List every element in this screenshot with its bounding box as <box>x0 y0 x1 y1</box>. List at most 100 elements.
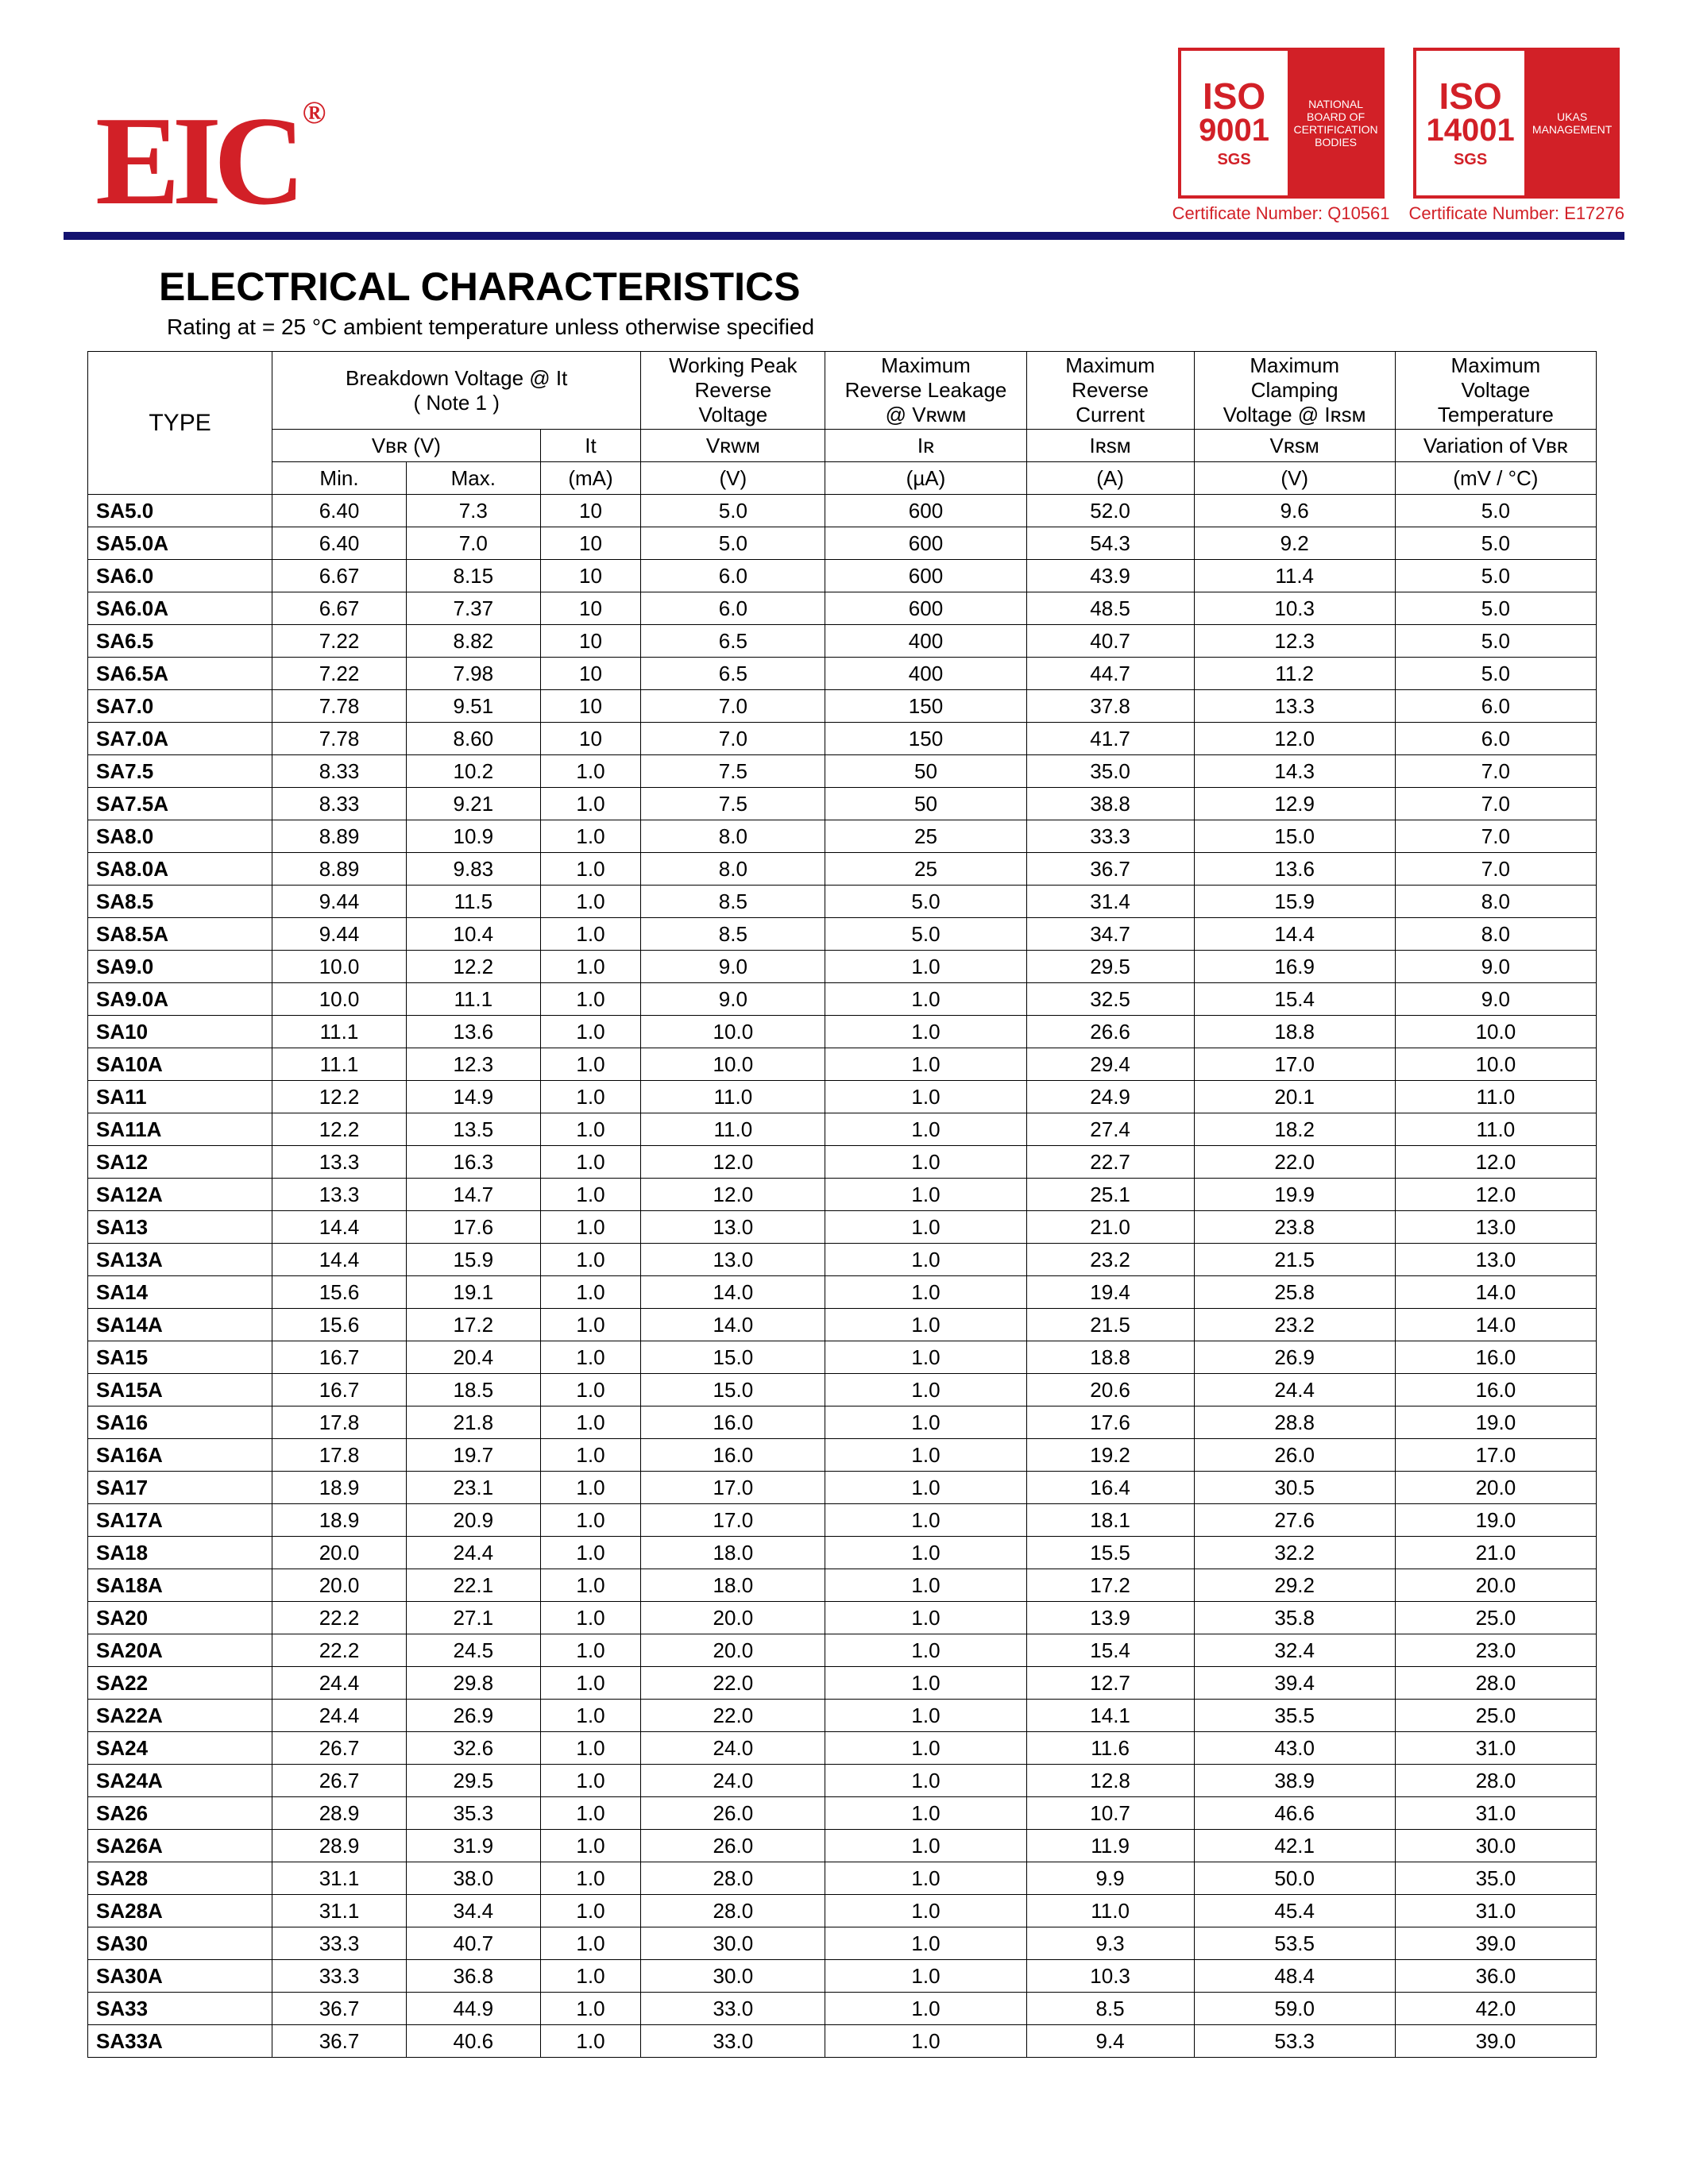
value-cell: 1.0 <box>825 1504 1026 1537</box>
value-cell: 32.4 <box>1194 1634 1395 1667</box>
value-cell: 10.0 <box>1395 1048 1596 1081</box>
value-cell: 39.0 <box>1395 2025 1596 2058</box>
hdr-ua: (µA) <box>825 462 1026 495</box>
hdr-max: Max. <box>406 462 540 495</box>
value-cell: 14.0 <box>1395 1276 1596 1309</box>
type-cell: SA12A <box>88 1179 272 1211</box>
table-row: SA1718.923.11.017.01.016.430.520.0 <box>88 1472 1597 1504</box>
iso-label: ISO <box>1439 78 1501 114</box>
value-cell: 28.9 <box>272 1830 407 1862</box>
hdr-mr3: Current <box>1076 403 1145 426</box>
hdr-max-clamp: Maximum Clamping Voltage @ Iʀsᴍ <box>1194 352 1395 430</box>
value-cell: 15.6 <box>272 1309 407 1341</box>
value-cell: 25 <box>825 820 1026 853</box>
type-cell: SA16A <box>88 1439 272 1472</box>
table-row: SA20A22.224.51.020.01.015.432.423.0 <box>88 1634 1597 1667</box>
value-cell: 1.0 <box>540 1081 641 1113</box>
value-cell: 28.0 <box>1395 1765 1596 1797</box>
value-cell: 6.5 <box>641 658 825 690</box>
value-cell: 17.0 <box>1395 1439 1596 1472</box>
type-cell: SA10 <box>88 1016 272 1048</box>
table-row: SA33A36.740.61.033.01.09.453.339.0 <box>88 2025 1597 2058</box>
table-row: SA13A14.415.91.013.01.023.221.513.0 <box>88 1244 1597 1276</box>
value-cell: 15.0 <box>1194 820 1395 853</box>
registered-mark: ® <box>303 95 319 130</box>
value-cell: 25 <box>825 853 1026 886</box>
value-cell: 1.0 <box>540 1016 641 1048</box>
value-cell: 38.8 <box>1026 788 1194 820</box>
value-cell: 12.7 <box>1026 1667 1194 1700</box>
value-cell: 9.4 <box>1026 2025 1194 2058</box>
hdr-vrsm-sym: Vʀsᴍ <box>1194 430 1395 462</box>
value-cell: 10 <box>540 690 641 723</box>
value-cell: 22.0 <box>641 1667 825 1700</box>
value-cell: 1.0 <box>540 1700 641 1732</box>
value-cell: 11.9 <box>1026 1830 1194 1862</box>
value-cell: 36.8 <box>406 1960 540 1993</box>
badge-box: ISO 14001 SGS UKAS MANAGEMENT <box>1413 48 1620 199</box>
brand-logo: EIC® <box>64 89 318 224</box>
value-cell: 16.9 <box>1194 951 1395 983</box>
badge-left: ISO 9001 SGS <box>1181 51 1291 195</box>
type-cell: SA28 <box>88 1862 272 1895</box>
value-cell: 10 <box>540 560 641 592</box>
table-row: SA9.0A10.011.11.09.01.032.515.49.0 <box>88 983 1597 1016</box>
value-cell: 1.0 <box>825 1081 1026 1113</box>
value-cell: 24.4 <box>406 1537 540 1569</box>
value-cell: 14.4 <box>272 1244 407 1276</box>
value-cell: 1.0 <box>825 1667 1026 1700</box>
hdr-working-peak: Working Peak Reverse Voltage <box>641 352 825 430</box>
table-row: SA7.5A8.339.211.07.55038.812.97.0 <box>88 788 1597 820</box>
table-row: SA5.06.407.3105.060052.09.65.0 <box>88 495 1597 527</box>
type-cell: SA30 <box>88 1927 272 1960</box>
value-cell: 26.9 <box>1194 1341 1395 1374</box>
value-cell: 33.0 <box>641 1993 825 2025</box>
type-cell: SA11A <box>88 1113 272 1146</box>
table-row: SA1820.024.41.018.01.015.532.221.0 <box>88 1537 1597 1569</box>
value-cell: 15.9 <box>1194 886 1395 918</box>
type-cell: SA13 <box>88 1211 272 1244</box>
value-cell: 20.0 <box>272 1537 407 1569</box>
hdr-breakdown: Breakdown Voltage @ It ( Note 1 ) <box>272 352 641 430</box>
value-cell: 12.9 <box>1194 788 1395 820</box>
value-cell: 10 <box>540 592 641 625</box>
table-row: SA3336.744.91.033.01.08.559.042.0 <box>88 1993 1597 2025</box>
value-cell: 13.3 <box>272 1179 407 1211</box>
value-cell: 8.5 <box>641 918 825 951</box>
table-row: SA26A28.931.91.026.01.011.942.130.0 <box>88 1830 1597 1862</box>
type-cell: SA8.0A <box>88 853 272 886</box>
value-cell: 16.0 <box>641 1439 825 1472</box>
value-cell: 10.0 <box>272 951 407 983</box>
value-cell: 1.0 <box>540 788 641 820</box>
value-cell: 1.0 <box>825 1211 1026 1244</box>
horizontal-rule <box>64 232 1624 240</box>
value-cell: 24.0 <box>641 1765 825 1797</box>
value-cell: 16.7 <box>272 1341 407 1374</box>
value-cell: 9.44 <box>272 918 407 951</box>
value-cell: 20.0 <box>1395 1472 1596 1504</box>
value-cell: 28.9 <box>272 1797 407 1830</box>
value-cell: 11.0 <box>641 1081 825 1113</box>
value-cell: 18.9 <box>272 1504 407 1537</box>
type-cell: SA28A <box>88 1895 272 1927</box>
value-cell: 6.0 <box>1395 690 1596 723</box>
value-cell: 40.7 <box>406 1927 540 1960</box>
table-row: SA12A13.314.71.012.01.025.119.912.0 <box>88 1179 1597 1211</box>
hdr-vrwm-sym: Vʀᴡᴍ <box>641 430 825 462</box>
value-cell: 7.22 <box>272 658 407 690</box>
value-cell: 8.15 <box>406 560 540 592</box>
value-cell: 30.5 <box>1194 1472 1395 1504</box>
value-cell: 20.6 <box>1026 1374 1194 1406</box>
value-cell: 8.5 <box>641 886 825 918</box>
value-cell: 1.0 <box>540 1569 641 1602</box>
value-cell: 1.0 <box>540 820 641 853</box>
value-cell: 50.0 <box>1194 1862 1395 1895</box>
value-cell: 9.0 <box>1395 951 1596 983</box>
value-cell: 1.0 <box>540 1146 641 1179</box>
value-cell: 20.0 <box>641 1602 825 1634</box>
value-cell: 33.0 <box>641 2025 825 2058</box>
table-row: SA1516.720.41.015.01.018.826.916.0 <box>88 1341 1597 1374</box>
value-cell: 26.7 <box>272 1765 407 1797</box>
table-row: SA1617.821.81.016.01.017.628.819.0 <box>88 1406 1597 1439</box>
value-cell: 1.0 <box>540 1830 641 1862</box>
